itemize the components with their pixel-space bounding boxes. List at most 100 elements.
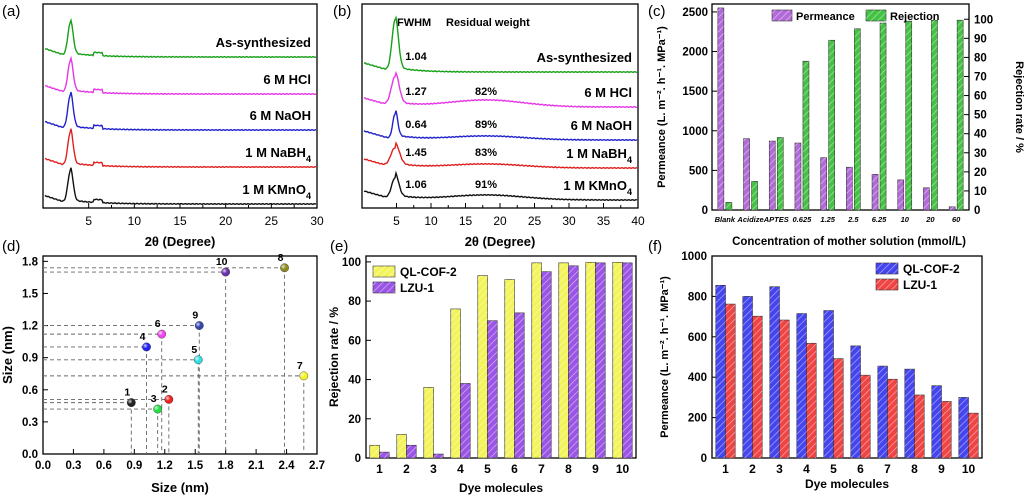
x-tick-label: 25: [265, 214, 279, 228]
rejection-bar-hatch: [880, 23, 887, 211]
panel-b-label: (b): [333, 3, 351, 20]
x-tick-label: 30: [562, 214, 576, 228]
panel-e-frame: [365, 255, 637, 459]
point-label: 2: [162, 383, 168, 395]
y-right-tick-label: 100: [974, 14, 993, 26]
permeance-bar-hatch: [717, 7, 724, 211]
y-tick-label: 600: [688, 332, 707, 344]
x-category-label: APTES: [763, 215, 789, 224]
point-label: 5: [191, 344, 197, 356]
x-category-label: 8: [565, 462, 572, 476]
panel-d-axes: 0.0 0.3 0.6 0.9 1.2 1.5 1.8 2.1 2.4 2.7 0.0 0.3 0.6 0…: [22, 256, 325, 472]
series-label: 6 M HCl: [263, 72, 311, 87]
x-category-label: 3: [430, 462, 437, 476]
rejection-bar-hatch: [854, 28, 861, 211]
panel-b-curves: As-synthesized 1.04 6 M HCl 1.27 82% 6 M NaOH…: [363, 15, 638, 202]
x-tick-label: 15: [173, 214, 187, 228]
bar-hatch: [887, 379, 898, 458]
series-label: 6 M HCl: [584, 85, 632, 100]
residual-value: 89%: [475, 119, 497, 131]
bar-hatch: [460, 383, 471, 458]
x-category-label: 6: [857, 462, 864, 476]
panel-f: (f) 0 200 400 600 800 1000 1 2 3 4 5 6 7 8 9 10 QL-COF-…: [648, 238, 983, 491]
y-right-tick-label: 90: [974, 33, 987, 45]
panel-a-xlabel: 2θ (Degree): [145, 234, 216, 249]
residual-value: 83%: [475, 147, 497, 159]
y-right-tick-label: 50: [974, 110, 987, 122]
panel-f-xlabel: Dye molecules: [805, 477, 889, 491]
series-label: As-synthesized: [537, 50, 632, 65]
panel-b-x-axis: 5 10 15 20 25 30 35 40: [393, 203, 645, 228]
y-right-tick-label: 10: [974, 186, 987, 198]
xrd-curve-3: [44, 91, 317, 132]
legend-label: LZU-1: [903, 278, 937, 292]
legend-swatch-hatch: [876, 263, 898, 274]
x-category-label: 10: [616, 462, 630, 476]
x-tick-label: 1.2: [157, 460, 173, 472]
series-label: As-synthesized: [216, 35, 311, 50]
y-tick-label: 200: [688, 413, 707, 425]
bar-hatch: [477, 275, 488, 458]
y-left-tick-label: 2500: [682, 7, 708, 19]
panel-e-bars: [369, 261, 633, 459]
x-category-label: 20: [925, 215, 935, 224]
x-tick-label: 35: [597, 214, 611, 228]
bar-hatch: [833, 358, 844, 458]
bar-hatch: [585, 262, 596, 458]
bar-hatch: [514, 312, 525, 458]
permeance-bar-hatch: [820, 157, 827, 210]
x-tick-label: 10: [424, 214, 438, 228]
panel-f-legend: QL-COF-2 LZU-1: [875, 262, 960, 292]
x-tick-label: 2.4: [279, 460, 296, 472]
point-label: 7: [297, 360, 303, 372]
legend-label: Permeance: [796, 11, 855, 23]
rejection-bar-hatch: [828, 40, 835, 211]
panel-c-frame: [711, 3, 970, 211]
y-tick-label: 0.3: [22, 417, 38, 429]
panel-c-ylabel-right: Rejection rate / %: [1013, 61, 1024, 153]
rejection-bar-hatch: [931, 20, 938, 210]
panel-f-label: (f): [648, 238, 662, 255]
x-tick-label: 5: [85, 214, 92, 228]
x-category-label: 10: [962, 462, 976, 476]
point-shine: [157, 329, 166, 339]
x-tick-label: 20: [219, 214, 233, 228]
x-category-label: 8: [911, 462, 918, 476]
bar-hatch: [877, 366, 888, 458]
bar-hatch: [796, 313, 807, 458]
x-category-label: 7: [538, 462, 545, 476]
series-label: 1 M KMnO4: [563, 178, 633, 197]
permeance-bar-hatch: [923, 187, 930, 210]
panel-c-label: (c): [648, 3, 666, 20]
x-category-label: 10: [901, 215, 910, 224]
x-tick-label: 25: [528, 214, 542, 228]
y-tick-label: 20: [348, 414, 361, 426]
bar-hatch: [531, 262, 542, 458]
y-tick-label: 0: [355, 453, 361, 465]
y-right-tick-label: 80: [974, 52, 987, 64]
panel-d: (d) 0.0 0.3 0.6 0.9 1.2 1.5 1.8 2.1 2.4 2.7 0.0 0.3…: [0, 238, 325, 495]
point-shine: [142, 342, 151, 352]
permeance-bar-hatch: [872, 174, 879, 210]
bar-hatch: [612, 262, 623, 458]
x-tick-label: 1.5: [187, 460, 204, 472]
x-category-label: 3: [776, 462, 783, 476]
y-tick-label: 80: [348, 296, 361, 308]
y-right-tick-label: 70: [974, 71, 987, 83]
xrd-curve-5: [363, 170, 638, 202]
legend-swatch-hatch: [876, 279, 898, 290]
point-shine: [164, 395, 174, 404]
permeance-bar-hatch: [846, 167, 853, 210]
rejection-bar-hatch: [957, 20, 964, 210]
residual-value: 82%: [475, 86, 497, 98]
bar-hatch: [406, 445, 417, 458]
x-category-label: 5: [830, 462, 837, 476]
legend-swatch-hatch: [373, 266, 395, 277]
bar-hatch: [968, 413, 979, 458]
bar-hatch: [622, 262, 633, 458]
panel-f-frame: [711, 255, 983, 459]
panel-c-xlabel: Concentration of mother solution (mmol/L…: [732, 236, 966, 248]
bar-hatch: [568, 265, 579, 458]
xrd-curve-4: [44, 128, 317, 169]
panel-d-xlabel: Size (nm): [151, 480, 209, 495]
